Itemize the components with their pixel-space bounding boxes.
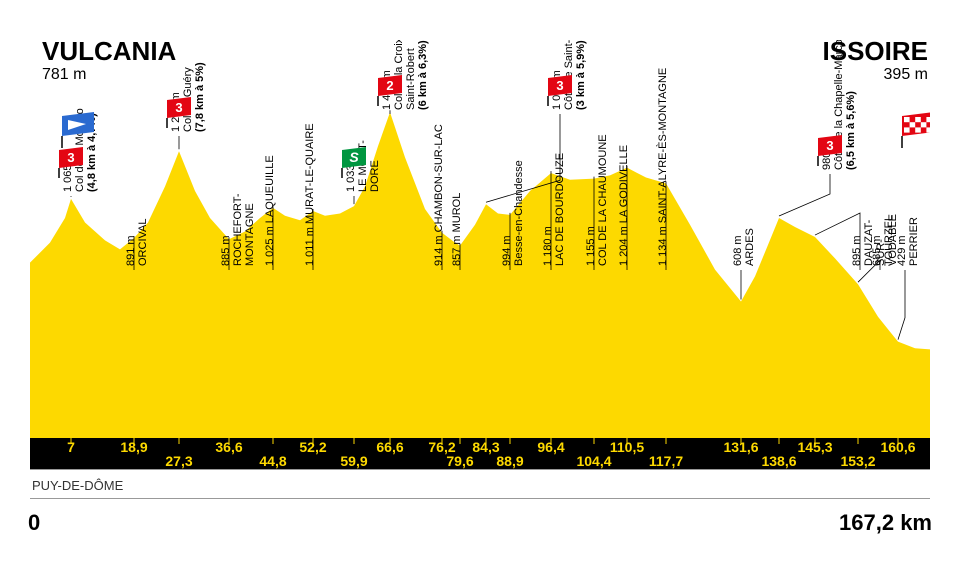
svg-text:96,4: 96,4 (537, 439, 564, 455)
svg-text:S: S (349, 149, 359, 165)
svg-text:36,6: 36,6 (215, 439, 242, 455)
svg-text:153,2: 153,2 (840, 453, 875, 469)
stage-profile-chart: VULCANIA 781 m ISSOIRE 395 m PUY-DE-DÔME… (0, 0, 960, 576)
svg-text:ARDES: ARDES (744, 228, 756, 266)
svg-text:138,6: 138,6 (761, 453, 796, 469)
svg-text:(7,8 km à 5%): (7,8 km à 5%) (194, 62, 206, 132)
svg-text:18,9: 18,9 (120, 439, 147, 455)
svg-text:2: 2 (386, 78, 393, 93)
svg-text:(3 km à 5,9%): (3 km à 5,9%) (575, 40, 587, 110)
svg-text:160,6: 160,6 (880, 439, 915, 455)
region-label: PUY-DE-DÔME (32, 478, 123, 493)
svg-text:(6,5 km à 5,6%): (6,5 km à 5,6%) (845, 91, 857, 170)
svg-text:3: 3 (175, 100, 182, 115)
svg-text:TOURZEL: TOURZEL (883, 215, 895, 266)
svg-text:66,6: 66,6 (376, 439, 403, 455)
svg-text:145,3: 145,3 (797, 439, 832, 455)
svg-text:52,2: 52,2 (299, 439, 326, 455)
svg-text:110,5: 110,5 (610, 439, 644, 455)
svg-text:PERRIER: PERRIER (908, 217, 920, 266)
svg-text:429 m: 429 m (896, 235, 908, 266)
svg-text:DORE: DORE (369, 160, 381, 192)
svg-text:3: 3 (556, 78, 563, 93)
svg-text:88,9: 88,9 (496, 453, 523, 469)
separator-line (30, 498, 930, 499)
svg-text:1 025 m LAQUEUILLE: 1 025 m LAQUEUILLE (264, 155, 276, 266)
svg-text:891 m: 891 m (125, 235, 137, 266)
svg-text:895 m: 895 m (851, 235, 863, 266)
svg-text:914 m CHAMBON-SUR-LAC: 914 m CHAMBON-SUR-LAC (433, 124, 445, 266)
elevation-svg: 718,927,336,644,852,259,966,676,279,684,… (30, 40, 930, 470)
svg-text:79,6: 79,6 (446, 453, 473, 469)
svg-text:1 011 m MURAT-LE-QUAIRE: 1 011 m MURAT-LE-QUAIRE (304, 123, 316, 266)
svg-text:1 134 m SAINT-ALYRE-ÈS-MONTAGN: 1 134 m SAINT-ALYRE-ÈS-MONTAGNE (656, 68, 669, 266)
svg-text:Saint-Robert: Saint-Robert (405, 48, 417, 110)
svg-text:44,8: 44,8 (259, 453, 286, 469)
svg-text:Côte de Saint-Victor-la-Rivièr: Côte de Saint-Victor-la-Rivière (563, 40, 575, 110)
svg-text:MONTAGNE: MONTAGNE (244, 203, 256, 266)
svg-text:1 180 m: 1 180 m (542, 226, 554, 266)
svg-text:3: 3 (67, 150, 74, 165)
svg-text:Col de la Croix: Col de la Croix (393, 40, 405, 110)
svg-text:1 155 m: 1 155 m (585, 226, 597, 266)
svg-text:ORCIVAL: ORCIVAL (137, 219, 149, 266)
svg-text:131,6: 131,6 (723, 439, 758, 455)
svg-text:ROCHEFORT-: ROCHEFORT- (232, 193, 244, 266)
svg-text:3: 3 (826, 138, 833, 153)
svg-text:COL DE LA CHAUMOUNE: COL DE LA CHAUMOUNE (597, 134, 609, 266)
svg-text:104,4: 104,4 (576, 453, 611, 469)
svg-text:117,7: 117,7 (649, 453, 683, 469)
elevation-chart-container: 718,927,336,644,852,259,966,676,279,684,… (30, 40, 930, 470)
svg-text:608 m: 608 m (732, 235, 744, 266)
svg-text:59,9: 59,9 (340, 453, 367, 469)
svg-text:885 m: 885 m (220, 235, 232, 266)
svg-text:685 m: 685 m (871, 235, 883, 266)
svg-text:7: 7 (67, 439, 75, 455)
svg-text:(6 km à 6,3%): (6 km à 6,3%) (417, 40, 429, 110)
svg-text:857 m MUROL: 857 m MUROL (451, 193, 463, 266)
svg-text:27,3: 27,3 (165, 453, 192, 469)
svg-text:994 m: 994 m (501, 235, 513, 266)
svg-text:1 204 m LA GODIVELLE: 1 204 m LA GODIVELLE (618, 145, 630, 266)
svg-text:Besse-en-Chandesse: Besse-en-Chandesse (513, 160, 525, 266)
distance-total: 167,2 km (839, 510, 932, 536)
distance-zero: 0 (28, 510, 40, 536)
svg-text:LAC DE BOURDOUZE: LAC DE BOURDOUZE (554, 153, 566, 266)
